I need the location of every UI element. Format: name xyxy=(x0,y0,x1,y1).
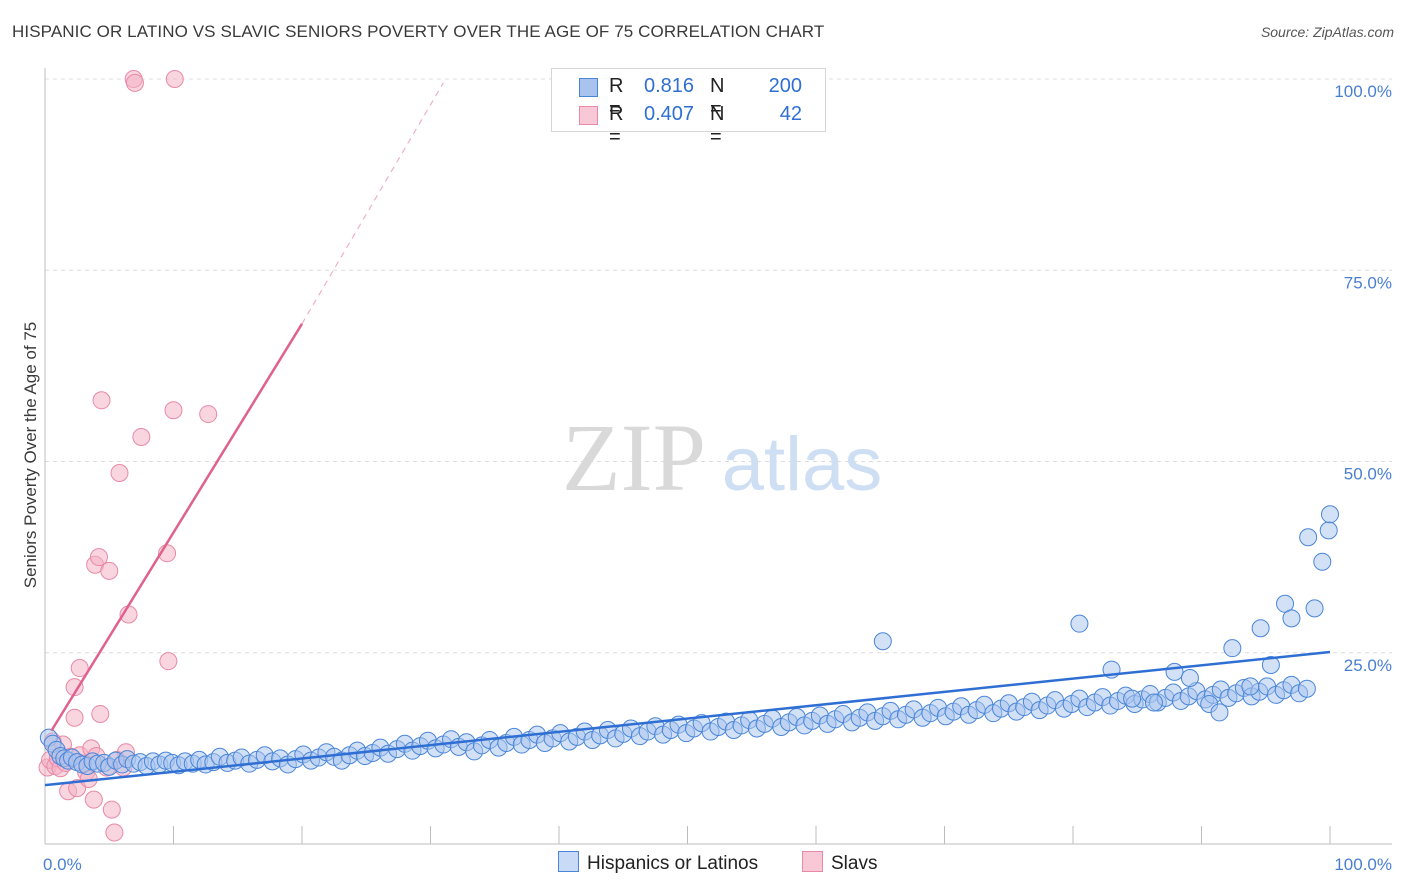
data-point-hispanics xyxy=(1305,599,1324,618)
trend-line-slavs xyxy=(50,323,304,732)
legend-r-value: 0.816 xyxy=(644,75,695,97)
data-point-slavs xyxy=(105,823,124,842)
bottom-legend-label: Slavs xyxy=(831,853,878,874)
data-point-hispanics xyxy=(1282,609,1301,628)
data-point-slavs xyxy=(110,463,129,482)
data-point-slavs xyxy=(165,70,184,88)
legend-r-label: R = xyxy=(609,103,624,148)
series-slavs xyxy=(38,70,218,842)
bottom-legend-hispanics: Hispanics or Latinos xyxy=(558,851,758,875)
watermark: ZIP atlas xyxy=(562,404,882,511)
data-point-hispanics xyxy=(1144,693,1163,712)
y-tick-label: 100.0% xyxy=(1334,82,1392,101)
data-point-hispanics xyxy=(1210,703,1229,722)
data-point-slavs xyxy=(199,405,218,424)
legend-n-value: 200 xyxy=(768,75,802,97)
data-point-slavs xyxy=(84,790,103,809)
data-point-hispanics xyxy=(1165,662,1184,681)
data-point-hispanics xyxy=(1297,679,1316,698)
data-point-hispanics xyxy=(1251,619,1270,638)
watermark-atlas: atlas xyxy=(722,422,883,507)
y-tick-label: 75.0% xyxy=(1344,273,1392,292)
bottom-legend-swatch-pink xyxy=(802,851,823,872)
bottom-legend-swatch-blue xyxy=(558,851,579,872)
x-tick-label: 0.0% xyxy=(43,855,82,874)
data-point-hispanics xyxy=(1180,668,1199,687)
data-point-slavs xyxy=(164,401,183,420)
data-point-hispanics xyxy=(1123,689,1142,708)
bottom-legend-slavs: Slavs xyxy=(802,851,877,875)
data-point-slavs xyxy=(159,652,178,671)
bottom-legend-label: Hispanics or Latinos xyxy=(587,853,759,874)
data-point-hispanics xyxy=(1241,677,1260,696)
data-point-slavs xyxy=(125,73,144,92)
y-axis-label: Seniors Poverty Over the Age of 75 xyxy=(21,322,40,588)
watermark-zip: ZIP xyxy=(562,404,706,511)
data-point-slavs xyxy=(65,708,84,727)
data-point-slavs xyxy=(100,561,119,580)
trend-line-slavs-extension xyxy=(301,82,444,325)
legend-swatch-blue xyxy=(579,78,598,97)
data-point-hispanics xyxy=(1313,552,1332,571)
data-point-slavs xyxy=(132,428,151,447)
legend-r-label: R = xyxy=(609,75,624,120)
legend-n-label: N = xyxy=(710,103,725,148)
data-point-hispanics xyxy=(873,632,892,651)
data-point-hispanics xyxy=(1223,639,1242,658)
legend-n-value: 42 xyxy=(779,103,802,125)
axes xyxy=(44,68,1392,845)
data-point-slavs xyxy=(89,548,108,567)
chart-title: HISPANIC OR LATINO VS SLAVIC SENIORS POV… xyxy=(12,22,825,41)
data-point-hispanics xyxy=(1321,505,1339,524)
trend-line-hispanics xyxy=(44,650,1331,787)
grid xyxy=(45,78,1392,654)
data-point-slavs xyxy=(65,678,84,697)
data-point-hispanics xyxy=(1319,521,1338,540)
data-point-hispanics xyxy=(1261,655,1280,674)
data-point-slavs xyxy=(102,800,121,819)
source-label: Source: ZipAtlas.com xyxy=(1260,24,1394,40)
y-tick-label: 50.0% xyxy=(1344,465,1392,484)
tick-labels: 25.0% 50.0% 75.0% 100.0% 0.0% 100.0% xyxy=(43,82,1392,874)
legend-swatch-pink xyxy=(579,106,598,125)
trend-lines xyxy=(44,82,1331,787)
data-point-hispanics xyxy=(1299,528,1318,547)
x-tick-label: 100.0% xyxy=(1334,855,1392,874)
legend: R = 0.816 N = 200 R = 0.407 N = 42 xyxy=(551,68,826,148)
y-tick-label: 25.0% xyxy=(1344,656,1392,675)
legend-n-label: N = xyxy=(710,75,725,120)
data-point-slavs xyxy=(92,391,111,410)
data-point-hispanics xyxy=(1070,614,1089,633)
series-hispanics xyxy=(39,505,1339,776)
data-point-slavs xyxy=(91,704,110,723)
legend-r-value: 0.407 xyxy=(644,103,695,125)
data-point-slavs xyxy=(70,659,89,678)
